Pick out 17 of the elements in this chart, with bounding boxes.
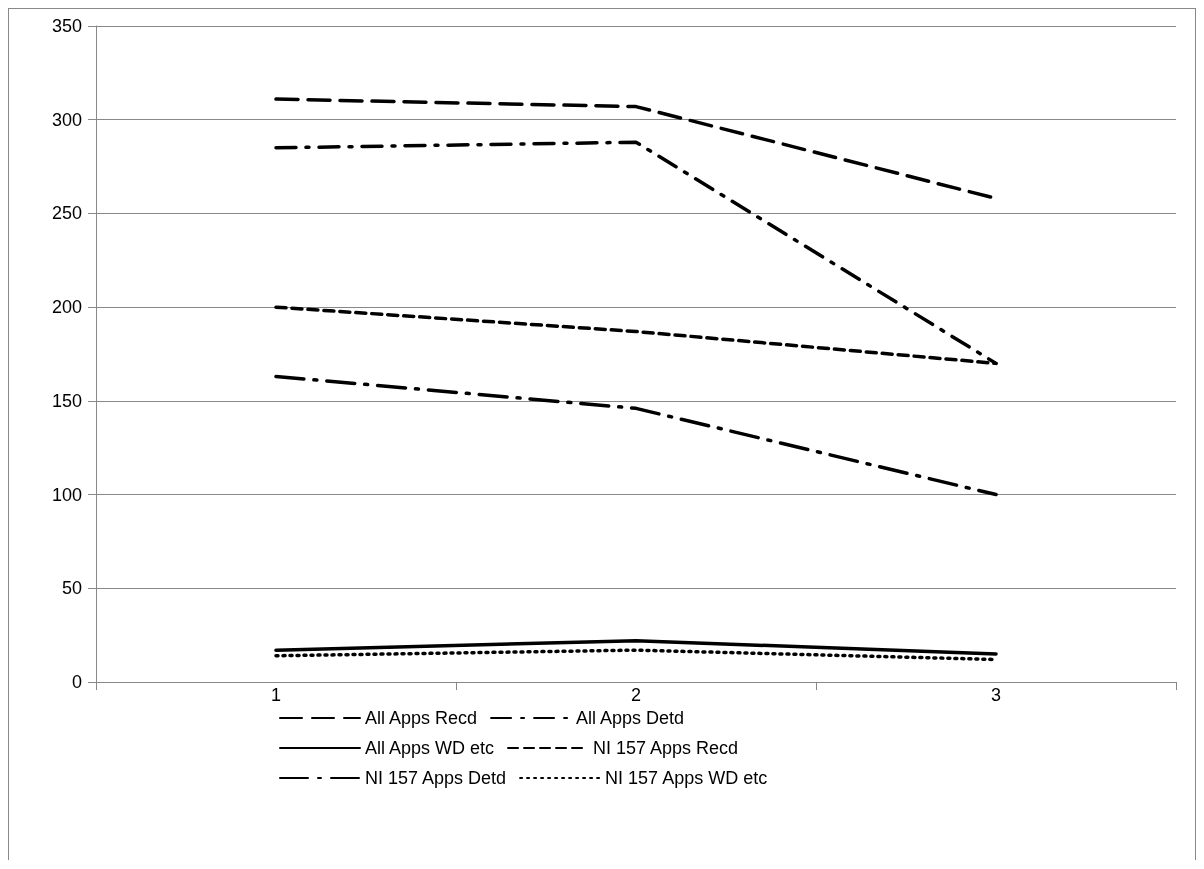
y-tick-label: 0 bbox=[71, 672, 82, 692]
y-tick-label: 250 bbox=[51, 203, 82, 224]
x-tick-label: 1 bbox=[270, 685, 282, 705]
x-tick-label: 2 bbox=[630, 685, 642, 705]
y-tick-label: 350 bbox=[51, 16, 82, 36]
y-tick-label: 100 bbox=[51, 484, 82, 505]
x-tick-label: 3 bbox=[990, 685, 1002, 705]
legend-label: All Apps Recd bbox=[365, 708, 478, 728]
y-tick-label: 300 bbox=[51, 109, 82, 130]
legend-label: All Apps WD etc bbox=[365, 738, 495, 758]
y-tick-label: 50 bbox=[61, 578, 82, 599]
y-tick-label: 150 bbox=[51, 390, 82, 411]
legend-label: All Apps Detd bbox=[576, 708, 685, 728]
y-tick-label: 200 bbox=[51, 297, 82, 318]
legend-label: NI 157 Apps Recd bbox=[593, 738, 739, 758]
legend-label: NI 157 Apps Detd bbox=[365, 768, 507, 788]
legend-label: NI 157 Apps WD etc bbox=[605, 768, 768, 788]
